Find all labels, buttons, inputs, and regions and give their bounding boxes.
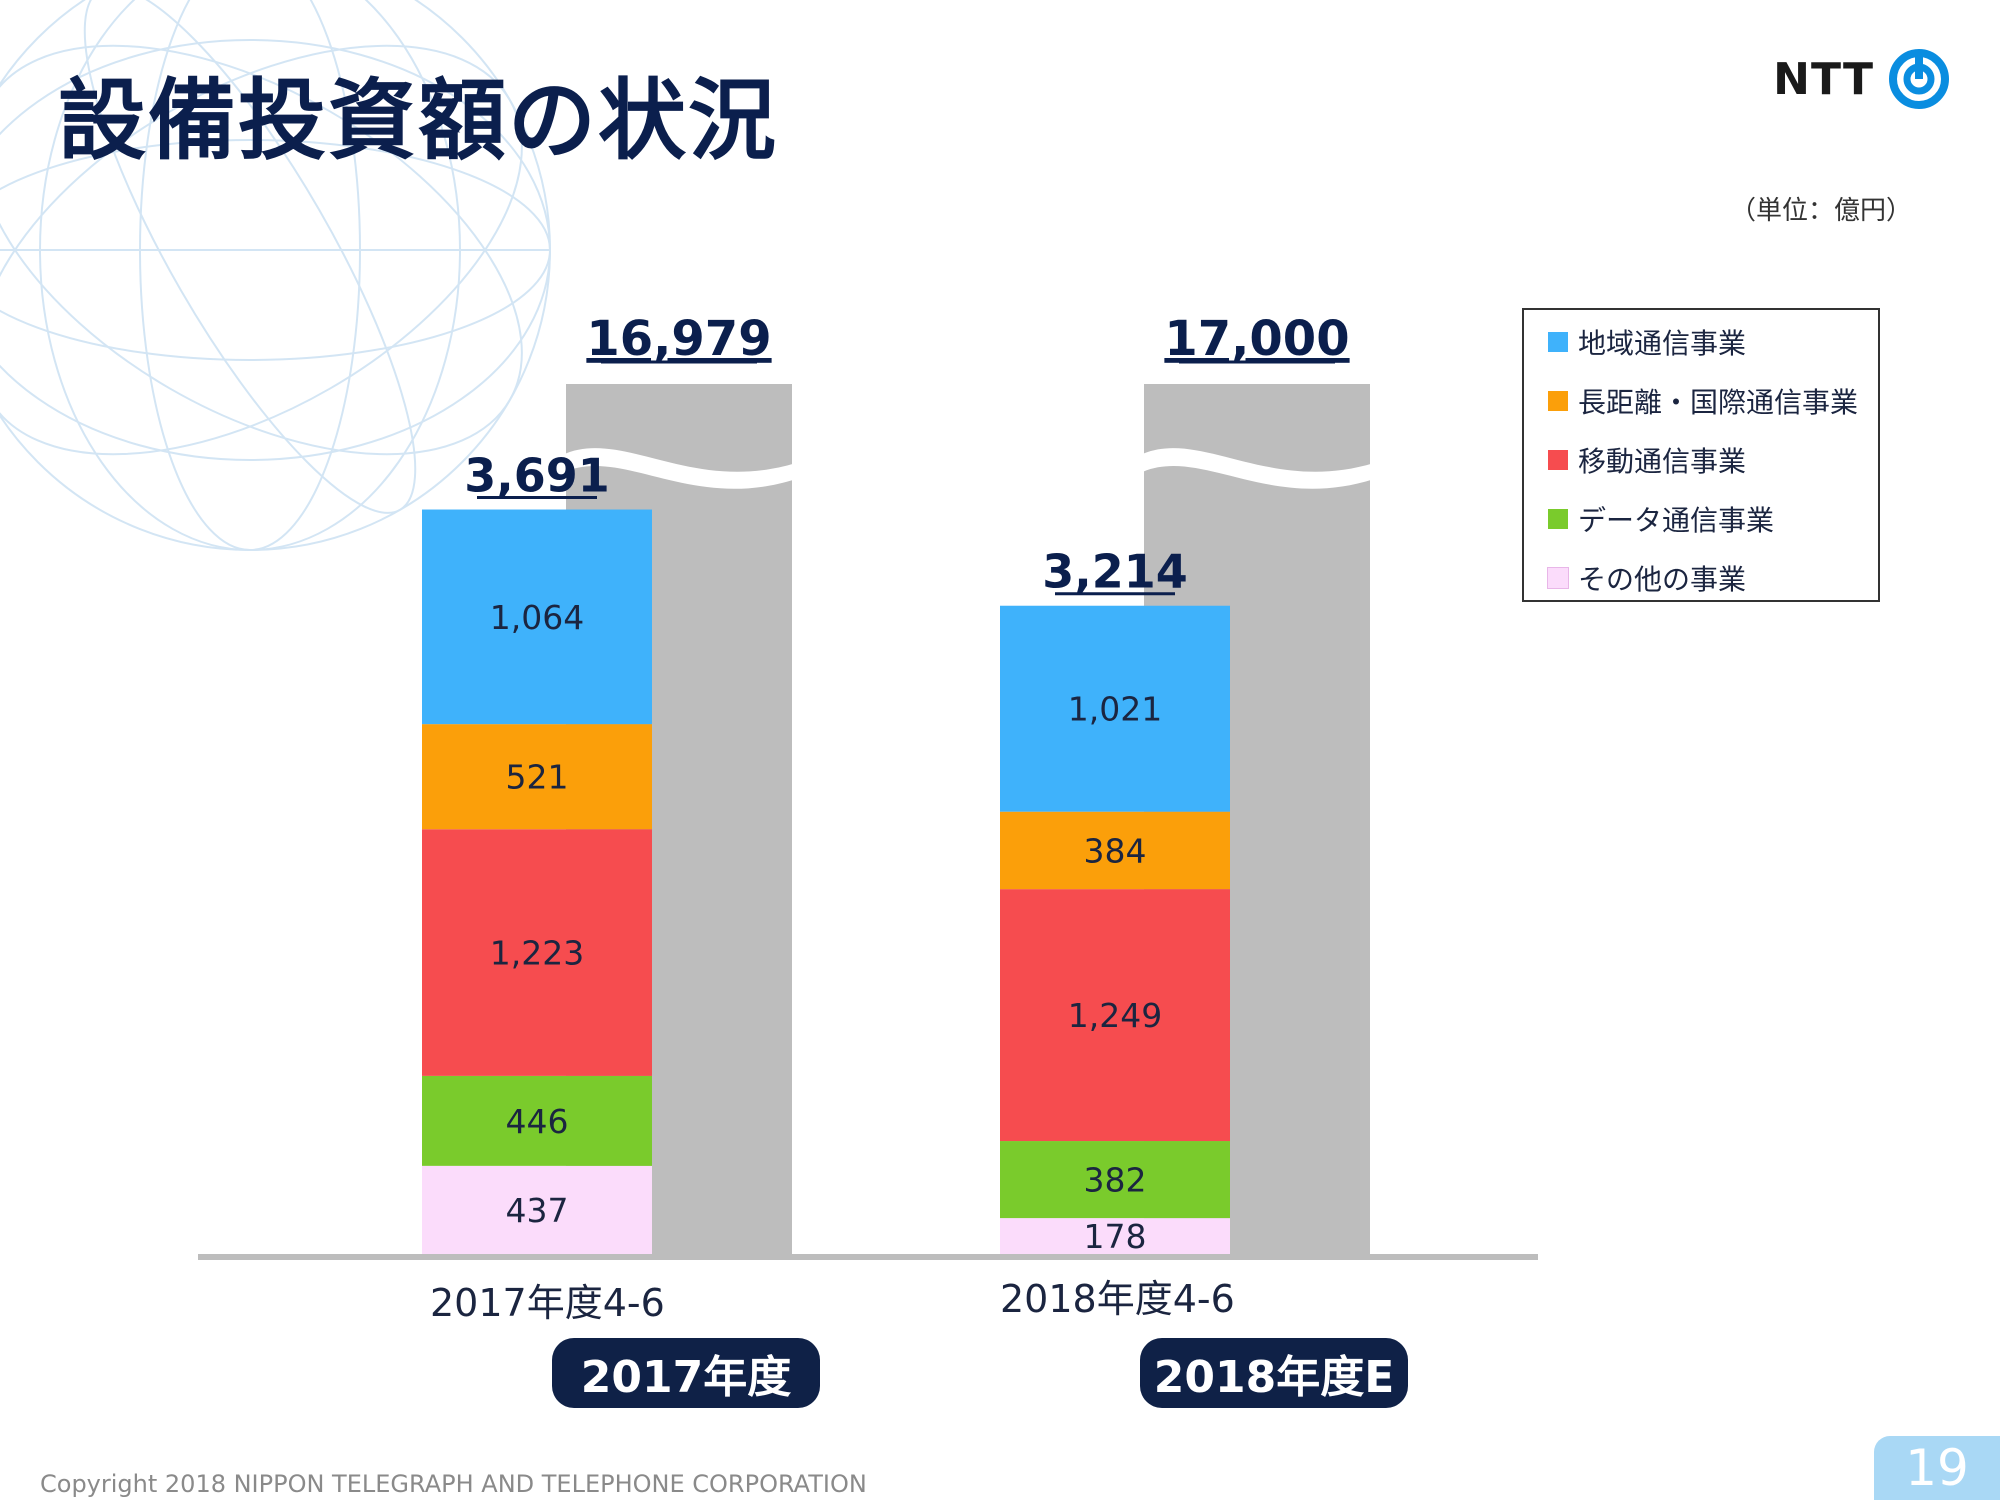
fiscal-year-badge: 2018年度E [1140,1338,1408,1408]
segment-value-label: 382 [1084,1161,1147,1200]
segment-other [422,1165,652,1254]
legend-item: 地域通信事業 [1548,322,1746,362]
page-number: 19 [1874,1436,2000,1500]
fiscal-year-badge: 2017年度 [552,1338,820,1408]
segment-value-label: 1,223 [490,934,584,973]
category-label: 2017年度4-6 [430,1281,665,1325]
segment-long-distance [1000,811,1230,890]
annual-total-label: 17,000 [1164,311,1349,367]
segment-value-label: 1,021 [1068,690,1162,729]
legend-label: データ通信事業 [1578,504,1775,537]
legend-label: その他の事業 [1578,563,1747,596]
segment-regional [1000,605,1230,812]
logo-text: NTT [1773,53,1874,105]
segment-regional [422,509,652,725]
unit-label: （単位：億円） [1729,196,1912,226]
segment-value-label: 1,249 [1068,996,1162,1035]
legend-item: 移動通信事業 [1548,440,1746,480]
segment-value-label: 446 [506,1102,569,1141]
quarter-total-label: 3,214 [1042,545,1188,599]
category-label: 2018年度4-6 [1000,1277,1235,1321]
ntt-logo: NTT [1773,48,1950,110]
legend-item: 長距離・国際通信事業 [1548,381,1858,421]
quarter-total-label: 3,691 [464,449,610,503]
segment-data [1000,1141,1230,1219]
axis-break-wave [562,448,796,489]
axis-break-wave [1140,448,1374,489]
segment-value-label: 178 [1084,1217,1147,1256]
globe-decoration [0,0,551,551]
segment-mobile [1000,889,1230,1142]
legend-item: その他の事業 [1547,558,1747,598]
annual-total-label: 16,979 [586,311,771,367]
legend-swatch [1548,450,1568,470]
segment-other [1000,1218,1230,1254]
legend-label: 地域通信事業 [1578,327,1747,360]
x-axis-line [198,1254,1538,1260]
legend-label: 長距離・国際通信事業 [1578,386,1859,419]
segment-mobile [422,829,652,1076]
segment-data [422,1075,652,1166]
ntt-logo-icon [1889,49,1949,109]
segment-long-distance [422,724,652,830]
legend-swatch [1548,332,1568,352]
legend-swatch [1548,509,1568,529]
legend-swatch [1547,567,1569,589]
chart-legend: 地域通信事業長距離・国際通信事業 移動通信事業 データ通信事業 その他の事業 [1522,308,1880,602]
page-title: 設備投資額の状況 [58,69,779,172]
legend-item: データ通信事業 [1548,499,1774,539]
segment-value-label: 384 [1084,831,1147,870]
segment-value-label: 1,064 [490,598,584,637]
segment-value-label: 521 [506,758,569,797]
copyright-text: Copyright 2018 NIPPON TELEGRAPH AND TELE… [40,1470,867,1498]
legend-label: 移動通信事業 [1578,445,1747,478]
segment-value-label: 437 [506,1191,569,1230]
legend-swatch [1548,391,1568,411]
